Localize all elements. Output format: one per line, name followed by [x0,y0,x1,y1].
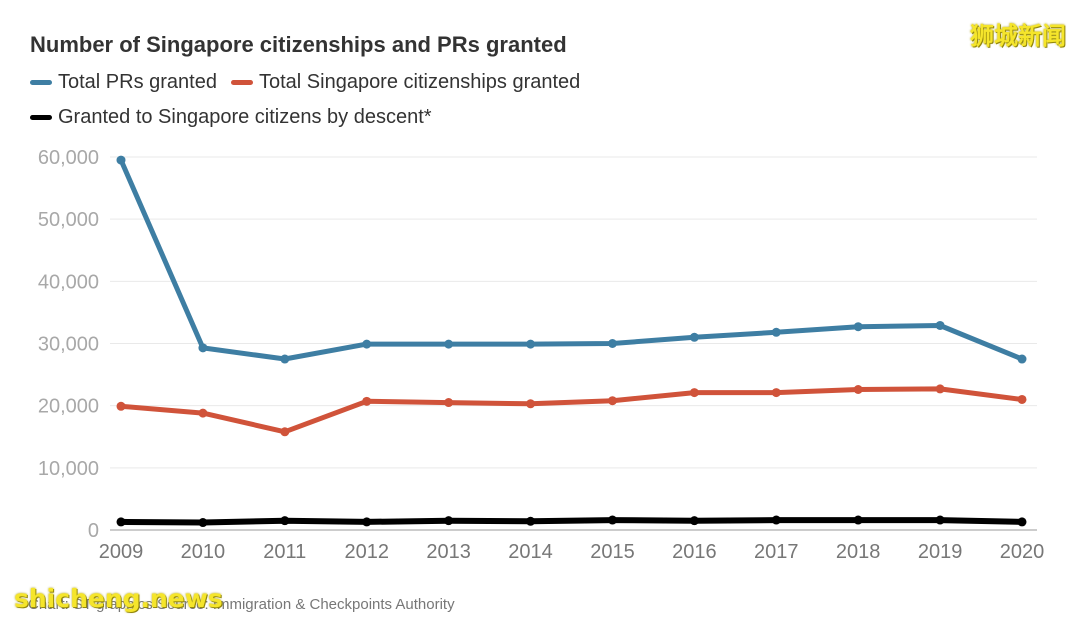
data-point-prs [935,320,945,330]
x-tick-label: 2012 [344,541,389,563]
data-point-descent [771,515,781,525]
legend-item-citizenships: Total Singapore citizenships granted [230,71,581,94]
data-point-prs [1017,354,1027,364]
data-point-citizenships [116,401,126,411]
series-line-citizenships [118,386,1025,435]
x-tick-label: 2017 [754,541,799,563]
data-point-citizenships [689,388,699,398]
data-point-descent [853,515,863,525]
x-tick-label: 2018 [836,541,881,563]
grid-layer [110,156,1037,531]
data-point-prs [771,327,781,337]
data-point-citizenships [444,398,454,408]
legend-item-prs: Total PRs granted [30,71,217,94]
data-point-descent [444,516,454,526]
data-point-citizenships [362,396,372,406]
x-tick-label: 2011 [263,541,306,563]
data-point-prs [526,339,536,349]
data-point-descent [526,516,536,526]
legend-label-citizenships: Total Singapore citizenships granted [258,71,581,93]
data-point-prs [198,343,208,353]
data-point-prs [116,155,126,165]
series-layer [116,155,1027,528]
x-axis-ticks: 2009 2010 2011 2012 2013 2014 2015 2016 2017 2018… [99,541,1045,563]
data-point-prs [607,339,617,348]
watermark-chinese: 狮城新闻 [970,22,1066,50]
data-point-citizenships [198,408,208,418]
data-point-citizenships [526,399,536,409]
data-point-descent [362,517,372,527]
x-tick-label: 2013 [426,541,471,563]
legend-swatch-descent [30,115,52,120]
legend-row-2: Granted to Singapore citizens by descent… [30,106,432,129]
y-tick-label: 20,000 [38,396,99,418]
y-tick-label: 30,000 [38,334,99,356]
data-point-prs [444,339,454,349]
data-point-citizenships [280,427,290,437]
data-point-prs [853,322,863,332]
x-tick-label: 2014 [508,541,553,563]
source-note: Chart: ST graphics Source: Immigration &… [28,596,455,613]
legend-label-prs: Total PRs granted [58,71,217,93]
legend-swatch-prs [30,80,52,85]
x-tick-label: 2016 [672,541,717,563]
data-point-citizenships [607,396,617,406]
y-tick-label: 0 [88,520,99,542]
data-point-descent [116,517,126,527]
data-point-citizenships [853,385,863,395]
x-tick-label: 2015 [590,541,635,563]
legend-label-descent: Granted to Singapore citizens by descent… [58,106,432,128]
legend-swatch-citizenships [230,80,253,85]
series-prs [116,155,1027,364]
data-point-citizenships [771,388,781,398]
legend-row-1: Total PRs granted Total Singapore citize… [30,71,580,94]
x-tick-label: 2020 [1000,541,1045,563]
watermark-english: shicheng.news [14,584,223,613]
chart-title: Number of Singapore citizenships and PRs… [30,32,567,57]
data-point-descent [198,518,208,528]
data-point-descent [280,516,290,526]
data-point-prs [280,354,290,364]
y-tick-label: 40,000 [38,271,99,293]
data-point-citizenships [935,384,945,394]
data-point-descent [689,516,699,526]
data-point-prs [362,339,372,349]
data-point-descent [607,515,617,525]
y-tick-label: 60,000 [38,147,99,169]
data-point-citizenships [1017,394,1027,404]
series-citizenships [116,384,1027,437]
y-axis-ticks: 0 10,000 20,000 30,000 40,000 50,000 60,000 [38,147,99,542]
y-tick-label: 50,000 [38,209,99,231]
series-line-descent [118,517,1025,526]
series-descent [116,515,1027,528]
data-point-descent [1017,517,1027,527]
legend-item-descent: Granted to Singapore citizens by descent… [30,106,432,129]
data-point-descent [935,515,945,525]
x-tick-label: 2009 [99,541,144,563]
data-point-prs [689,332,699,342]
series-line-prs [118,157,1025,362]
x-tick-label: 2019 [918,541,963,563]
x-tick-label: 2010 [181,541,226,563]
y-tick-label: 10,000 [38,458,99,480]
